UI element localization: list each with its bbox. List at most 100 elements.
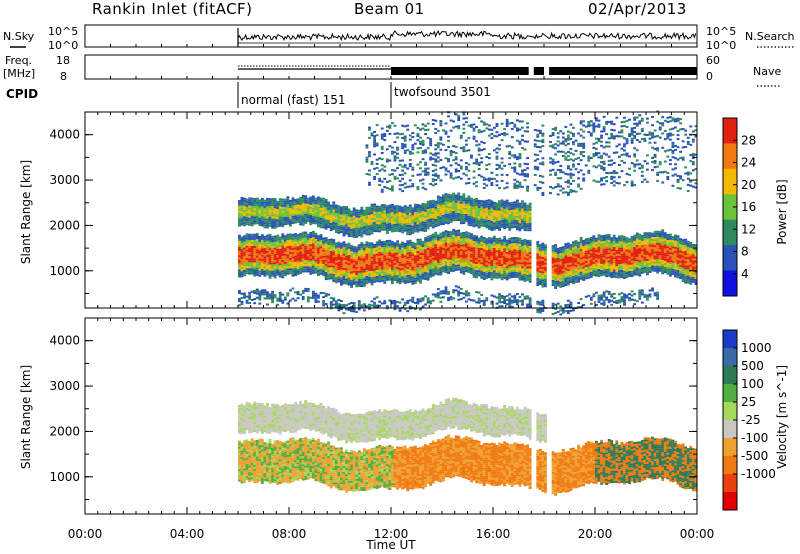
- heatmap-cell: [595, 256, 598, 259]
- heatmap-cell: [541, 279, 545, 282]
- heatmap-cell: [689, 278, 693, 281]
- heatmap-cell: [299, 198, 303, 201]
- heatmap-cell: [360, 256, 364, 259]
- heatmap-cell: [291, 268, 295, 271]
- heatmap-cell: [689, 268, 693, 271]
- heatmap-cell: [454, 268, 458, 271]
- heatmap-cell: [327, 275, 331, 278]
- heatmap-cell: [332, 203, 336, 206]
- heatmap-cell: [536, 255, 540, 258]
- heatmap-cell: [615, 266, 619, 269]
- heatmap-cell: [452, 289, 456, 292]
- heatmap-cell: [633, 303, 637, 306]
- heatmap-cell: [319, 235, 323, 239]
- heatmap-cell: [240, 219, 244, 222]
- heatmap-cell: [526, 303, 529, 306]
- heatmap-cell: [658, 265, 662, 268]
- heatmap-cell: [375, 263, 379, 266]
- heatmap-cell: [385, 268, 389, 271]
- heatmap-cell: [317, 200, 320, 203]
- heatmap-cell: [278, 299, 282, 303]
- heatmap-cell: [684, 248, 688, 251]
- heatmap-cell: [263, 241, 267, 244]
- heatmap-cell: [628, 260, 631, 263]
- heatmap-cell: [401, 278, 405, 281]
- heatmap-cell: [424, 265, 427, 268]
- heatmap-cell: [607, 270, 611, 273]
- heatmap-cell: [238, 249, 241, 252]
- heatmap-cell: [429, 255, 433, 258]
- heatmap-cell: [464, 265, 468, 269]
- heatmap-cell: [490, 247, 494, 250]
- heatmap-cell: [273, 255, 277, 258]
- heatmap-cell: [266, 244, 269, 247]
- heatmap-cell: [663, 269, 667, 272]
- heatmap-cell: [337, 276, 341, 279]
- heatmap-cell: [597, 250, 601, 253]
- heatmap-cell: [281, 225, 285, 228]
- heatmap-cell: [462, 256, 466, 259]
- heatmap-cell: [640, 289, 644, 292]
- heatmap-cell: [266, 291, 269, 294]
- heatmap-cell: [587, 264, 591, 267]
- heatmap-cell: [602, 299, 606, 302]
- heatmap-cell: [340, 254, 343, 258]
- heatmap-cell: [383, 273, 387, 276]
- heatmap-cell: [600, 245, 603, 248]
- heatmap-cell: [602, 271, 606, 274]
- heatmap-cell: [607, 248, 611, 251]
- heatmap-cell: [595, 260, 598, 263]
- heatmap-cell: [495, 240, 499, 243]
- heatmap-cell: [564, 243, 568, 246]
- heatmap-cell: [329, 256, 333, 260]
- heatmap-cell: [475, 257, 478, 260]
- heatmap-cell: [656, 251, 660, 254]
- heatmap-cell: [345, 274, 348, 277]
- heatmap-cell: [602, 259, 606, 262]
- heatmap-cell: [281, 243, 285, 246]
- heatmap-cell: [311, 217, 315, 220]
- heatmap-cell: [329, 222, 333, 225]
- heatmap-cell: [674, 267, 677, 270]
- heatmap-cell: [615, 255, 619, 258]
- heatmap-cell: [635, 271, 639, 274]
- heatmap-cell: [368, 264, 371, 267]
- heatmap-cell: [597, 300, 601, 303]
- heatmap-cell: [689, 252, 693, 255]
- heatmap-cell: [439, 249, 443, 252]
- heatmap-cell: [597, 240, 601, 243]
- heatmap-cell: [250, 243, 254, 246]
- heatmap-cell: [398, 257, 402, 260]
- heatmap-cell: [408, 241, 412, 244]
- heatmap-cell: [352, 274, 356, 277]
- heatmap-cell: [646, 250, 649, 253]
- heatmap-cell: [676, 276, 680, 279]
- heatmap-cell: [551, 267, 555, 270]
- heatmap-cell: [498, 295, 501, 298]
- heatmap-cell: [329, 214, 333, 217]
- heatmap-cell: [656, 291, 660, 294]
- heatmap-cell: [327, 251, 331, 254]
- heatmap-cell: [605, 236, 609, 239]
- heatmap-cell: [579, 271, 583, 274]
- heatmap-cell: [413, 308, 417, 311]
- heatmap-cell: [291, 254, 295, 257]
- heatmap-cell: [258, 294, 262, 297]
- heatmap-cell: [536, 283, 540, 286]
- heatmap-cell: [368, 268, 371, 271]
- heatmap-cell: [577, 258, 580, 261]
- heatmap-cell: [676, 255, 680, 258]
- heatmap-cell: [651, 287, 654, 290]
- heatmap-cell: [276, 263, 280, 266]
- heatmap-cell: [286, 302, 290, 305]
- heatmap-cell: [566, 267, 570, 270]
- heatmap-cell: [248, 250, 252, 253]
- heatmap-cell: [651, 247, 654, 250]
- heatmap-cell: [337, 270, 341, 273]
- heatmap-cell: [350, 273, 354, 276]
- heatmap-cell: [559, 261, 563, 264]
- heatmap-cell: [357, 234, 361, 237]
- heatmap-cell: [299, 267, 303, 270]
- heatmap-cell: [248, 291, 252, 294]
- heatmap-cell: [408, 276, 412, 279]
